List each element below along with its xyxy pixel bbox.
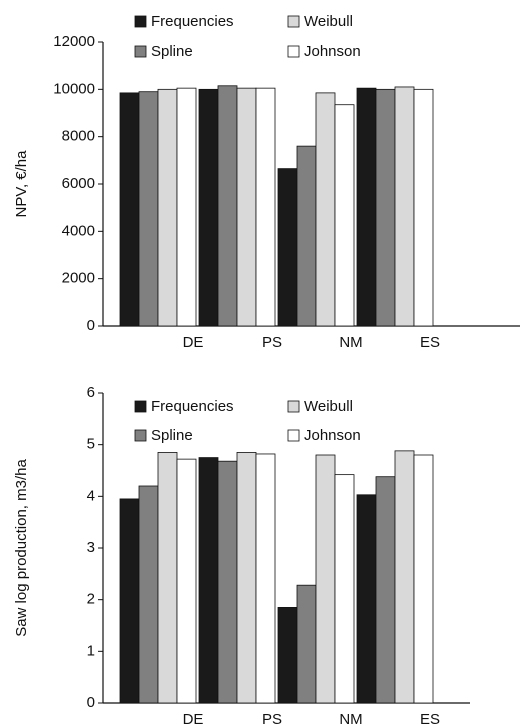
y-tick-label: 2 [87, 591, 95, 608]
y-tick-label: 6000 [62, 175, 95, 192]
x-tick-label: NM [339, 334, 362, 351]
y-tick-label: 3 [87, 539, 95, 556]
legend-swatch [134, 45, 147, 58]
y-tick-label: 8000 [62, 128, 95, 145]
bar [198, 88, 219, 327]
bar [255, 453, 276, 704]
y-tick-label: 5 [87, 436, 95, 453]
y-axis-label: Saw log production, m3/ha [13, 459, 30, 637]
legend-label: Weibull [304, 13, 353, 30]
legend-label: Spline [151, 427, 193, 444]
bar [394, 450, 415, 704]
bar [176, 87, 197, 327]
bar [296, 584, 317, 704]
x-tick-label: PS [262, 711, 282, 727]
y-tick-label: 4 [87, 487, 95, 504]
x-tick-label: DE [183, 711, 204, 727]
x-tick-label: ES [420, 711, 440, 727]
bar [138, 485, 159, 704]
y-tick-label: 12000 [53, 33, 95, 50]
bar [356, 494, 377, 704]
legend-swatch [287, 429, 300, 442]
y-tick-label: 0 [87, 694, 95, 711]
bar [198, 457, 219, 704]
bar [413, 88, 434, 327]
legend-swatch [287, 15, 300, 28]
bar [119, 498, 140, 704]
bar [356, 87, 377, 327]
bar [157, 88, 178, 327]
bar [217, 85, 238, 327]
legend-label: Frequencies [151, 398, 234, 415]
y-tick-label: 2000 [62, 270, 95, 287]
x-tick-label: PS [262, 334, 282, 351]
y-tick-label: 0 [87, 317, 95, 334]
bar [334, 104, 355, 327]
y-tick-label: 6 [87, 384, 95, 401]
bar [236, 452, 257, 704]
legend-label: Johnson [304, 43, 361, 60]
bar [138, 91, 159, 327]
y-tick-label: 10000 [53, 80, 95, 97]
bar [315, 92, 336, 327]
bar [157, 452, 178, 704]
x-tick-label: ES [420, 334, 440, 351]
y-axis-label: NPV, €/ha [13, 150, 30, 218]
bar [255, 87, 276, 327]
bar [236, 87, 257, 327]
bar [413, 454, 434, 704]
bar [334, 474, 355, 704]
bar [176, 458, 197, 704]
legend-swatch [134, 15, 147, 28]
legend-label: Spline [151, 43, 193, 60]
bar [277, 607, 298, 704]
y-tick-label: 4000 [62, 222, 95, 239]
bar [394, 86, 415, 327]
legend-label: Frequencies [151, 13, 234, 30]
bar [296, 145, 317, 327]
legend-swatch [134, 429, 147, 442]
legend-swatch [287, 400, 300, 413]
legend-swatch [134, 400, 147, 413]
legend-swatch [287, 45, 300, 58]
bar [217, 460, 238, 704]
x-tick-label: DE [183, 334, 204, 351]
x-tick-label: NM [339, 711, 362, 727]
bar [315, 454, 336, 704]
bar [375, 88, 396, 327]
bar [375, 476, 396, 704]
bar [277, 168, 298, 327]
legend-label: Weibull [304, 398, 353, 415]
bar [119, 92, 140, 327]
y-tick-label: 1 [87, 642, 95, 659]
legend-label: Johnson [304, 427, 361, 444]
